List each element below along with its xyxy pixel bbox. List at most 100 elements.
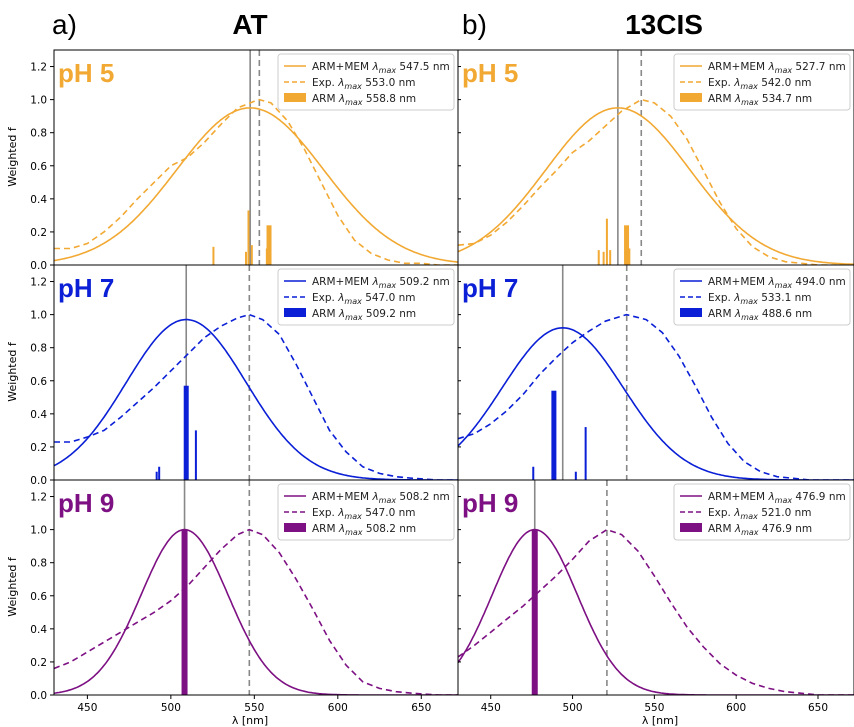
y-tick-label: 0.4	[30, 409, 47, 421]
y-tick-label: 0.4	[30, 194, 47, 206]
chart-panels: 0.0 0.2 0.4 0.6 0.8 1.0 1.2 pH 5 ARM+MEM λmax 54…	[30, 49, 854, 714]
experimental-spectrum-line	[54, 313, 458, 480]
x-tick-label: 500	[563, 702, 583, 714]
y-tick-label: 0.6	[30, 376, 47, 388]
legend-swatch-sticks	[284, 523, 306, 532]
legend: ARM+MEM λmax 527.7 nm Exp. λmax 542.0 nm A…	[673, 53, 851, 111]
legend-box	[277, 53, 455, 111]
legend-entry-calculated: ARM+MEM λmax 508.2 nm	[312, 491, 450, 505]
chart-panel-13cis-row3: 450 500 550 600 650 pH 9 ARM+MEM λmax 476.9 nm…	[457, 479, 854, 714]
oscillator-stick-5	[624, 225, 630, 265]
y-tick-label: 0.0	[30, 260, 47, 272]
x-tick-label: 600	[328, 702, 348, 714]
ph-label: pH 9	[462, 488, 518, 518]
y-tick-label: 0.8	[30, 558, 47, 570]
calculated-spectrum-line	[54, 528, 458, 695]
y-tick-label: 1.0	[30, 95, 47, 107]
chart-panel-at-row3: 0.0 0.2 0.4 0.6 0.8 1.0 1.2 450 500 550 600 650 pH 9…	[30, 479, 459, 714]
legend-swatch-sticks	[680, 93, 702, 102]
legend-box	[277, 268, 455, 326]
legend-entry-calculated: ARM+MEM λmax 494.0 nm	[708, 276, 846, 290]
legend-entry-sticks: ARM λmax 534.7 nm	[708, 93, 812, 107]
legend: ARM+MEM λmax 494.0 nm Exp. λmax 533.1 nm A…	[673, 268, 851, 326]
legend-entry-sticks: ARM λmax 509.2 nm	[312, 308, 416, 322]
experimental-spectrum-line	[54, 98, 458, 265]
legend-entry-experimental: Exp. λmax 542.0 nm	[708, 77, 811, 91]
legend-swatch-sticks	[680, 308, 702, 317]
legend-entry-sticks: ARM λmax 508.2 nm	[312, 523, 416, 537]
y-tick-label: 1.2	[30, 492, 47, 504]
y-tick-label: 0.0	[30, 475, 47, 487]
legend-entry-experimental: Exp. λmax 521.0 nm	[708, 507, 811, 521]
oscillator-stick-2	[244, 251, 247, 265]
ph-label: pH 9	[58, 488, 114, 518]
legend-entry-calculated: ARM+MEM λmax 476.9 nm	[708, 491, 846, 505]
column-title-at: AT	[232, 9, 267, 40]
calculated-spectrum-line	[458, 107, 854, 265]
oscillator-stick-2	[551, 390, 557, 480]
ph-label: pH 5	[462, 58, 518, 88]
column-title-13cis: 13CIS	[625, 9, 703, 40]
oscillator-stick-3	[247, 210, 250, 265]
legend: ARM+MEM λmax 508.2 nm Exp. λmax 547.0 nm A…	[277, 483, 455, 541]
y-axis-label-row-3: Weighted f	[6, 556, 19, 617]
oscillator-stick-3	[605, 218, 608, 265]
x-tick-label: 550	[644, 702, 664, 714]
legend-box	[673, 483, 851, 541]
y-tick-label: 1.0	[30, 310, 47, 322]
y-tick-label: 0.8	[30, 343, 47, 355]
x-axis-label-right: λ [nm]	[642, 714, 678, 727]
plot-area	[54, 480, 458, 695]
chart-panel-13cis-row2: pH 7 ARM+MEM λmax 494.0 nm Exp. λmax 533.1…	[457, 264, 854, 481]
legend-entry-experimental: Exp. λmax 547.0 nm	[312, 507, 415, 521]
oscillator-stick-1	[597, 250, 600, 265]
legend-swatch-sticks	[284, 93, 306, 102]
oscillator-stick-1	[181, 529, 188, 695]
oscillator-stick-1	[531, 529, 538, 695]
legend-box	[673, 53, 851, 111]
x-axis-label-left: λ [nm]	[232, 714, 268, 727]
legend: ARM+MEM λmax 509.2 nm Exp. λmax 547.0 nm A…	[277, 268, 455, 326]
y-tick-label: 0.2	[30, 442, 47, 454]
oscillator-stick-4	[609, 250, 612, 265]
panel-letter-b: b)	[462, 9, 487, 40]
legend-entry-sticks: ARM λmax 488.6 nm	[708, 308, 812, 322]
oscillator-stick-1	[155, 471, 158, 480]
panel-frame	[457, 479, 854, 696]
plot-area	[458, 480, 854, 695]
calculated-spectrum-line	[54, 107, 458, 263]
oscillator-stick-2	[602, 251, 605, 265]
calculated-spectrum-line	[458, 528, 854, 695]
y-tick-label: 1.0	[30, 525, 47, 537]
x-tick-label: 550	[244, 702, 264, 714]
legend-entry-calculated: ARM+MEM λmax 547.5 nm	[312, 61, 450, 75]
oscillator-stick-1	[212, 246, 215, 265]
y-tick-label: 0.4	[30, 624, 47, 636]
oscillator-stick-3	[183, 385, 189, 480]
oscillator-stick-2	[158, 466, 161, 480]
y-tick-label: 0.2	[30, 227, 47, 239]
legend-box	[673, 268, 851, 326]
y-tick-label: 0.8	[30, 128, 47, 140]
legend-swatch-sticks	[680, 523, 702, 532]
oscillator-stick-6	[628, 248, 631, 265]
legend-swatch-sticks	[284, 308, 306, 317]
legend-entry-sticks: ARM λmax 476.9 nm	[708, 523, 812, 537]
x-tick-label: 450	[481, 702, 501, 714]
experimental-spectrum-line	[458, 528, 854, 695]
chart-panel-13cis-row1: pH 5 ARM+MEM λmax 527.7 nm Exp. λmax 542.0…	[457, 49, 854, 266]
oscillator-stick-4	[584, 427, 587, 480]
oscillator-stick-3	[574, 471, 577, 480]
y-tick-label: 1.2	[30, 62, 47, 74]
oscillator-stick-4	[194, 430, 197, 480]
experimental-spectrum-line	[458, 98, 854, 265]
y-tick-label: 1.2	[30, 277, 47, 289]
oscillator-stick-1	[532, 466, 535, 480]
y-tick-label: 0.2	[30, 657, 47, 669]
panel-letter-a: a)	[52, 9, 77, 40]
x-tick-label: 650	[808, 702, 828, 714]
legend-entry-calculated: ARM+MEM λmax 509.2 nm	[312, 276, 450, 290]
plot-area	[458, 50, 854, 265]
legend-entry-calculated: ARM+MEM λmax 527.7 nm	[708, 61, 846, 75]
x-tick-label: 500	[161, 702, 181, 714]
